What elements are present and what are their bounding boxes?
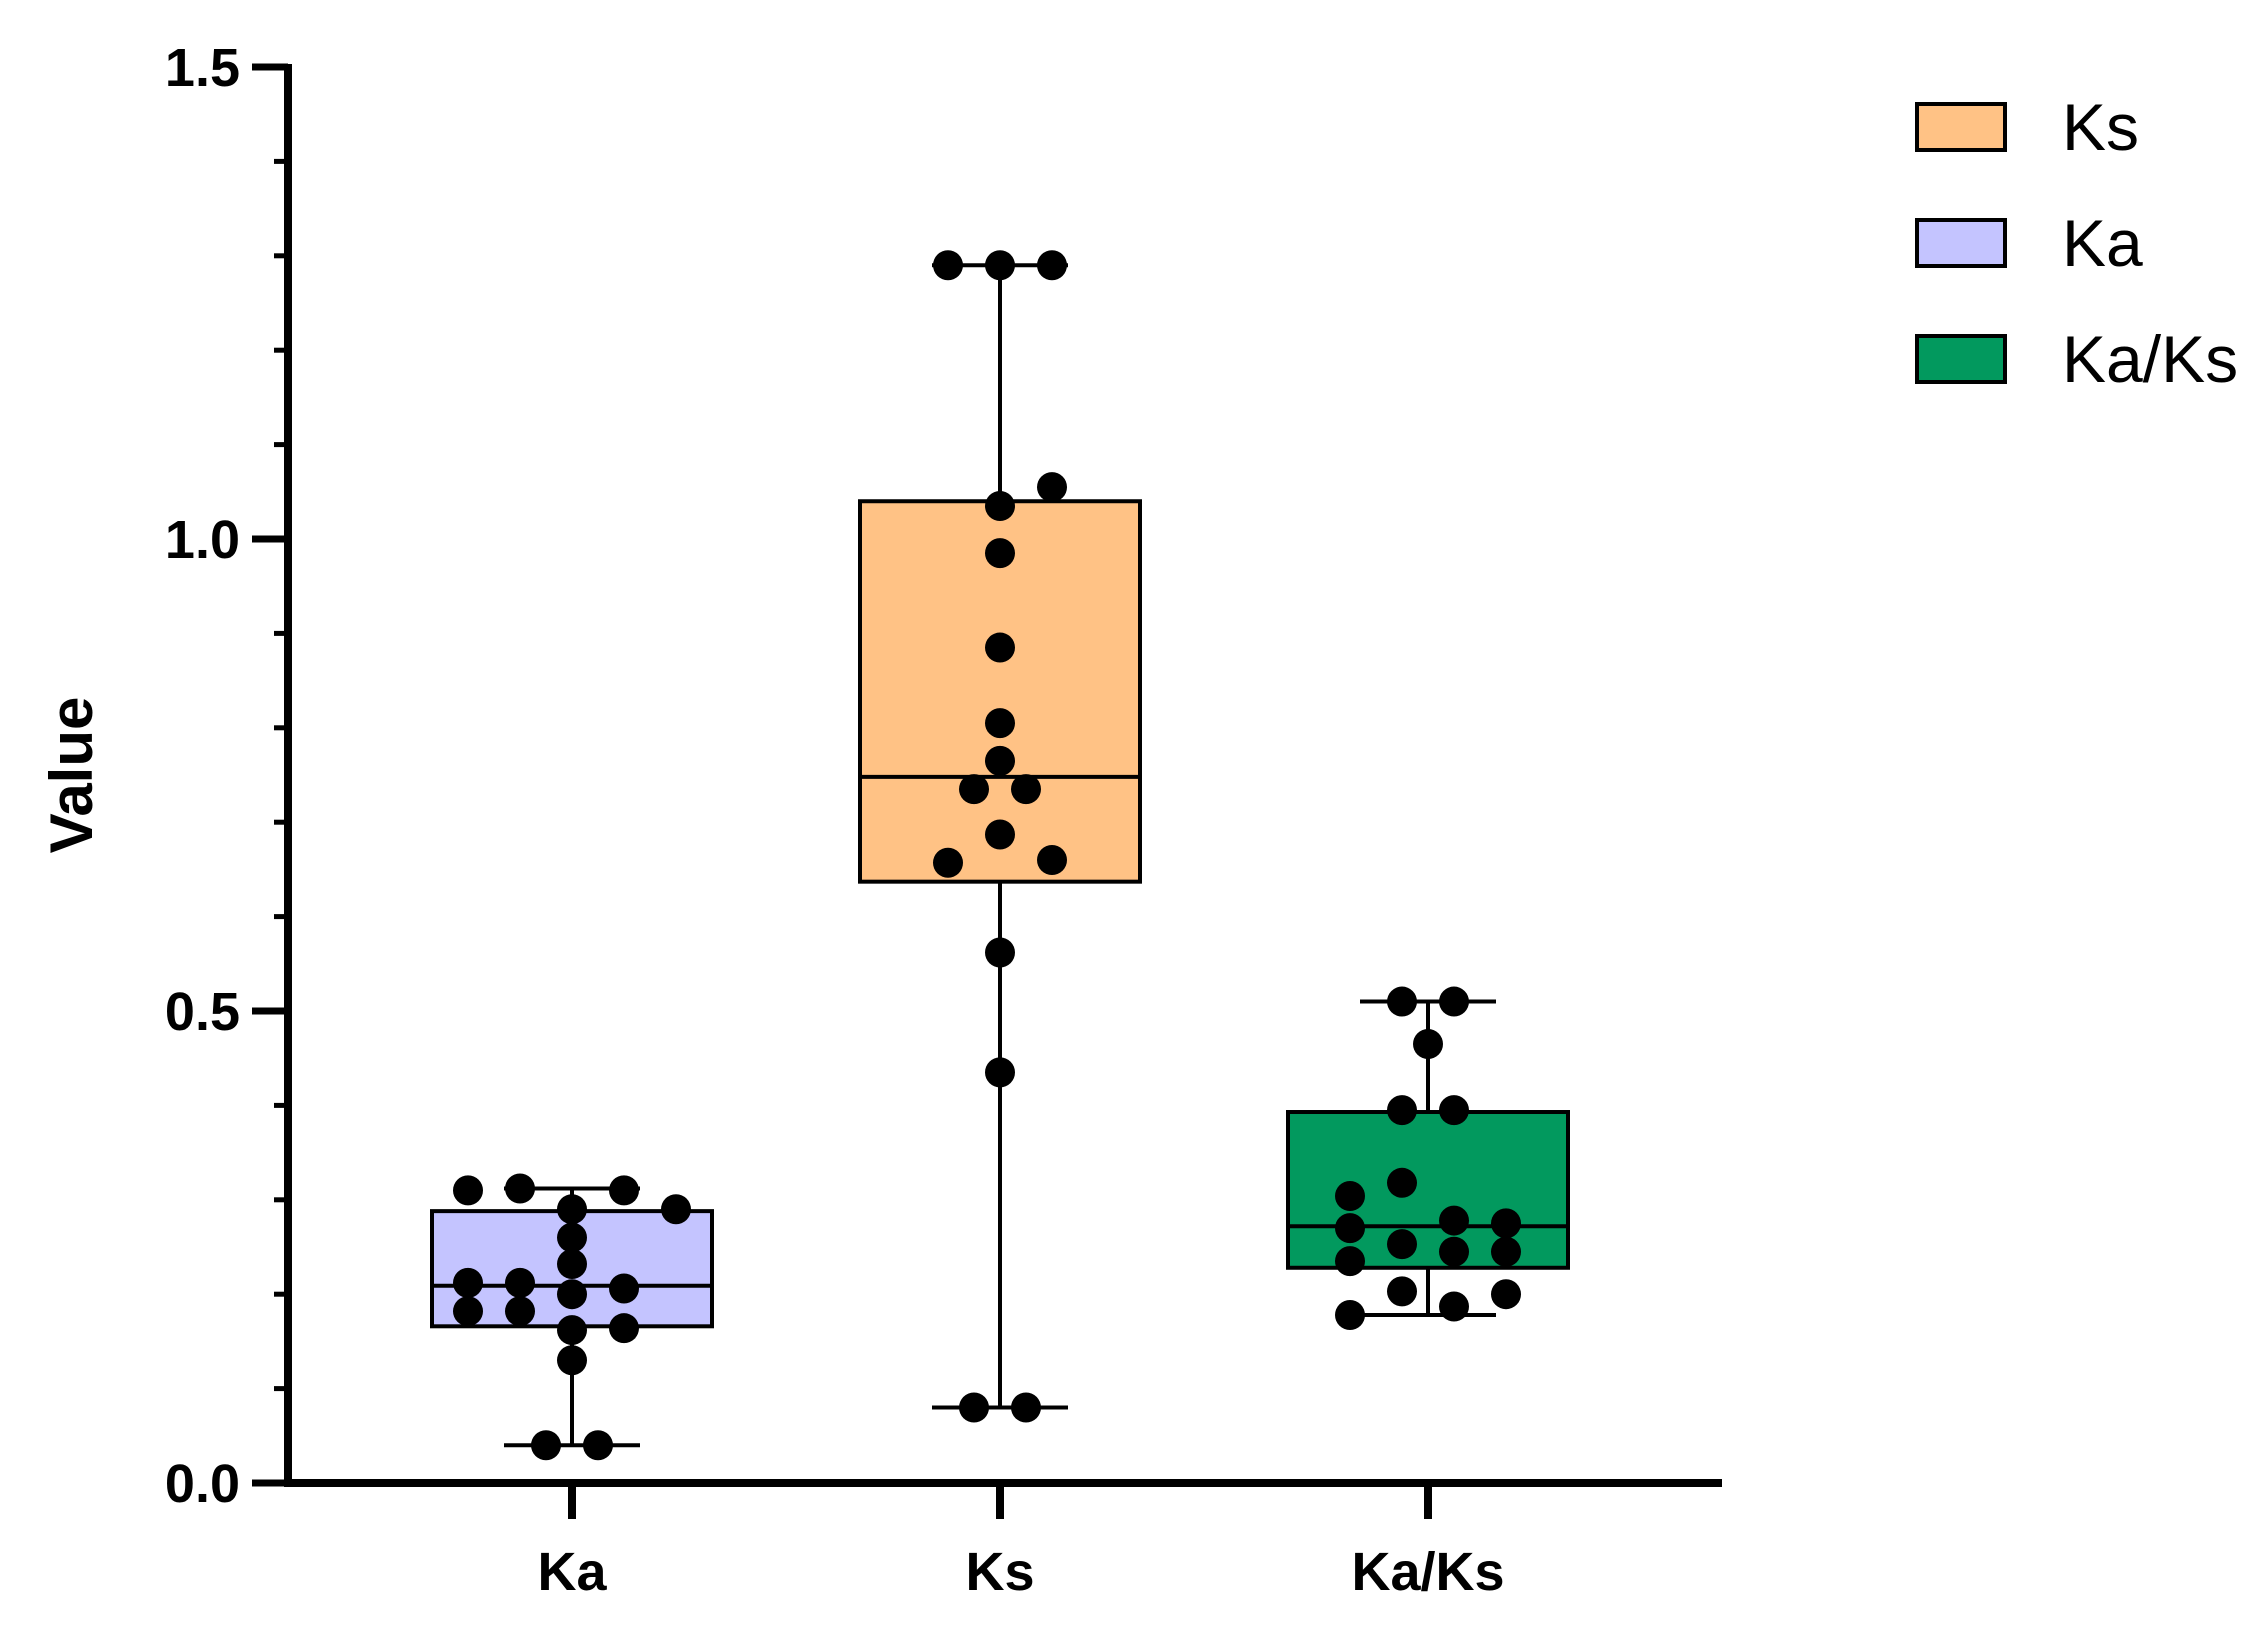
data-point: [453, 1175, 483, 1206]
legend-label: Ka/Ks: [2062, 322, 2238, 396]
data-point: [1491, 1279, 1521, 1310]
data-point: [609, 1273, 639, 1304]
x-tick-label: Ka/Ks: [1351, 1542, 1504, 1602]
y-tick-label: 1.5: [165, 38, 240, 98]
legend-swatch: [1915, 218, 2007, 268]
legend: Ks Ka Ka/Ks: [1915, 90, 2238, 396]
legend-label: Ks: [2062, 90, 2139, 164]
box-group-ka-ks: [1286, 986, 1570, 1330]
y-tick-label: 1.0: [165, 510, 240, 570]
axes-layer: 0.0 0.5 1.0 1.5 Ka Ks Ka/Ks: [165, 38, 1722, 1602]
data-point: [985, 490, 1015, 521]
data-point: [1491, 1236, 1521, 1267]
data-point: [1387, 1167, 1417, 1198]
data-point: [985, 937, 1015, 968]
data-point: [1011, 774, 1041, 805]
legend-swatch: [1915, 102, 2007, 152]
y-tick-label: 0.5: [165, 982, 240, 1042]
data-point: [1387, 986, 1417, 1017]
data-point: [661, 1194, 691, 1225]
x-tick-label: Ka: [537, 1542, 607, 1602]
y-axis-title: Value: [38, 697, 105, 854]
data-point: [959, 1392, 989, 1423]
data-point: [609, 1175, 639, 1206]
data-point: [1335, 1213, 1365, 1244]
data-point: [557, 1315, 587, 1346]
data-point: [557, 1194, 587, 1225]
data-point: [1387, 1229, 1417, 1260]
data-point: [1387, 1276, 1417, 1307]
data-point: [557, 1222, 587, 1253]
data-point: [1037, 250, 1067, 281]
data-point: [583, 1430, 613, 1461]
boxes-layer: [430, 250, 1570, 1461]
data-point: [1335, 1299, 1365, 1330]
data-point: [1335, 1181, 1365, 1212]
data-point: [609, 1313, 639, 1344]
data-point: [1335, 1246, 1365, 1277]
y-axis-label: Value: [38, 697, 105, 854]
legend-swatch: [1915, 334, 2007, 384]
box-body: [1286, 1110, 1570, 1270]
data-point: [453, 1296, 483, 1327]
data-point: [505, 1173, 535, 1204]
data-point: [985, 745, 1015, 776]
data-point: [505, 1296, 535, 1327]
data-point: [1439, 1291, 1469, 1322]
data-point: [985, 1057, 1015, 1088]
data-point: [985, 250, 1015, 281]
data-point: [1037, 844, 1067, 875]
data-point: [1439, 986, 1469, 1017]
y-tick-label: 0.0: [165, 1454, 240, 1514]
data-point: [1011, 1392, 1041, 1423]
data-point: [933, 250, 963, 281]
data-point: [1439, 1095, 1469, 1126]
data-point: [933, 847, 963, 878]
data-point: [1037, 472, 1067, 503]
data-point: [985, 632, 1015, 663]
data-point: [531, 1430, 561, 1461]
data-point: [557, 1345, 587, 1376]
x-tick-label: Ks: [965, 1542, 1034, 1602]
box-group-ka: [430, 1173, 714, 1461]
data-point: [1491, 1208, 1521, 1239]
data-point: [1413, 1029, 1443, 1060]
data-point: [1439, 1205, 1469, 1236]
data-point: [985, 819, 1015, 850]
data-point: [557, 1248, 587, 1279]
data-point: [557, 1279, 587, 1310]
legend-label: Ka: [2062, 206, 2143, 280]
data-point: [1387, 1095, 1417, 1126]
data-point: [1439, 1236, 1469, 1267]
data-point: [959, 774, 989, 805]
data-point: [453, 1267, 483, 1298]
data-point: [505, 1267, 535, 1298]
data-point: [985, 708, 1015, 739]
box-group-ks: [858, 250, 1142, 1423]
data-point: [985, 538, 1015, 569]
